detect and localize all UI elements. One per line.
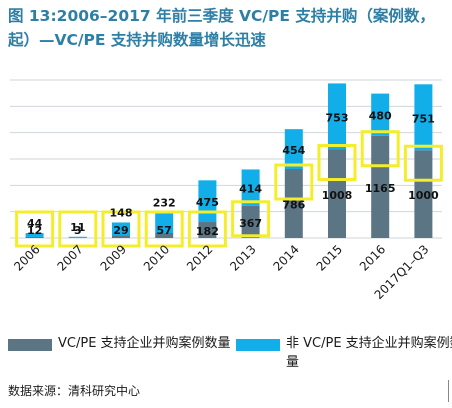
bar-non-vcpe [241, 169, 260, 206]
highlight-box [231, 200, 271, 238]
legend-swatch-non-vcpe [236, 339, 280, 351]
data-label-non-vcpe: 753 [326, 111, 349, 124]
data-label-vcpe: 786 [282, 199, 305, 212]
bar-non-vcpe [155, 212, 174, 233]
bar-vcpe [414, 150, 433, 238]
bar-non-vcpe [25, 233, 44, 237]
x-tick-label: 2013 [227, 242, 258, 273]
bar-vcpe [112, 235, 130, 238]
data-label-non-vcpe: 414 [239, 183, 262, 196]
bar-non-vcpe [328, 83, 346, 150]
data-label-vcpe: 1165 [365, 182, 396, 195]
highlight-box [274, 163, 314, 201]
highlight-box [360, 130, 400, 168]
data-label-vcpe: 182 [196, 225, 219, 238]
bar-non-vcpe [371, 93, 390, 136]
highlight-box [58, 210, 98, 248]
data-label-non-vcpe: 44 [27, 217, 43, 230]
data-label-non-vcpe: 480 [369, 110, 392, 123]
data-label-vcpe: 3 [74, 224, 82, 237]
x-tick-label: 2015 [314, 242, 345, 273]
bar-vcpe [25, 236, 44, 238]
data-label-vcpe: 57 [157, 224, 172, 237]
data-label-non-vcpe: 475 [196, 196, 219, 209]
data-label-non-vcpe: 232 [153, 197, 176, 210]
bar-non-vcpe [284, 129, 303, 170]
data-label-non-vcpe: 751 [412, 112, 435, 125]
data-label-vcpe: 1000 [408, 189, 439, 202]
highlight-box [403, 144, 443, 182]
legend-label-non-vcpe: 非 VC/PE 支持企业并购案例数量 [286, 336, 452, 370]
data-label-vcpe: 12 [27, 224, 42, 237]
data-label-non-vcpe: 148 [110, 206, 133, 219]
bar-vcpe [328, 149, 346, 238]
data-source: 数据来源：清科研究中心 [8, 384, 141, 398]
x-tick-label: 2014 [270, 242, 301, 273]
bar-vcpe [371, 135, 390, 238]
legend-label-vcpe: VC/PE 支持企业并购案例数量 [58, 336, 231, 351]
data-label-non-vcpe: 454 [282, 144, 305, 157]
bar-non-vcpe [414, 84, 433, 151]
bar-vcpe [155, 232, 174, 238]
bar-vcpe [284, 169, 303, 238]
data-label-non-vcpe: 11 [70, 221, 85, 234]
data-label-vcpe: 1008 [322, 189, 353, 202]
bar-vcpe [241, 205, 260, 238]
highlight-box [187, 210, 227, 248]
legend-swatch-vcpe [8, 339, 52, 351]
chart-title: 图 13:2006–2017 年前三季度 VC/PE 支持并购（案例数，起）—V… [8, 7, 435, 49]
highlight-box [317, 144, 357, 182]
x-tick-label: 2016 [357, 242, 388, 273]
highlight-box [144, 210, 184, 248]
data-label-vcpe: 367 [239, 217, 262, 230]
highlight-box [15, 210, 55, 248]
data-label-vcpe: 29 [113, 224, 128, 237]
bar-non-vcpe [112, 222, 130, 236]
stacked-bar-chart: 1244200631120072914820095723220101824752… [10, 79, 443, 302]
divider-line [448, 380, 449, 402]
bar-non-vcpe [68, 236, 87, 238]
highlight-box [101, 210, 141, 248]
bar-vcpe [198, 222, 217, 238]
